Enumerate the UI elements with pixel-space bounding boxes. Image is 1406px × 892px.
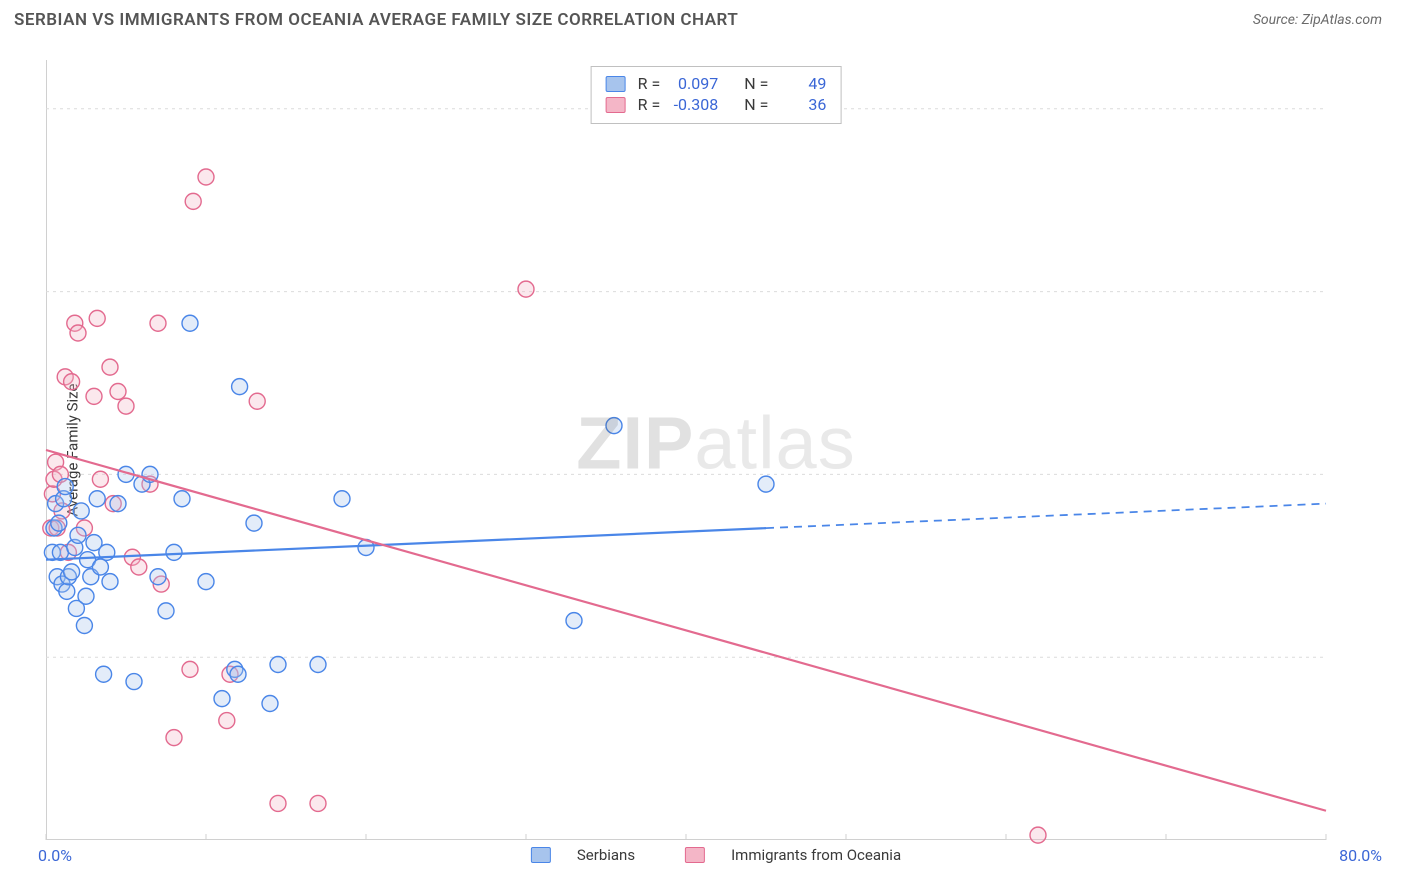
legend-bottom-label-0: Serbians [577,846,635,864]
legend-bottom-swatch-0 [531,847,551,863]
x-axis-max-label: 80.0% [1339,846,1382,865]
plot-svg [46,60,1326,840]
legend-r-label-0: R = [638,74,661,93]
x-axis-min-label: 0.0% [38,846,72,865]
legend-n-value-1: 36 [776,95,826,114]
legend-swatch-0 [606,76,626,92]
legend-swatch-1 [606,97,626,113]
chart-container: Average Family Size ZIPatlas R = 0.097 N… [46,60,1386,840]
legend-top: R = 0.097 N = 49 R = -0.308 N = 36 [591,66,842,124]
legend-n-label-1: N = [744,95,768,114]
chart-header: SERBIAN VS IMMIGRANTS FROM OCEANIA AVERA… [0,0,1406,40]
legend-n-value-0: 49 [776,74,826,93]
source-label: Source: ZipAtlas.com [1253,12,1382,28]
chart-title: SERBIAN VS IMMIGRANTS FROM OCEANIA AVERA… [14,10,738,30]
legend-bottom-swatch-1 [685,847,705,863]
legend-bottom: Serbians Immigrants from Oceania [531,846,901,864]
legend-r-label-1: R = [638,95,661,114]
legend-bottom-label-1: Immigrants from Oceania [731,846,901,864]
legend-n-label-0: N = [744,74,768,93]
legend-r-value-1: -0.308 [668,95,718,114]
legend-top-row-0: R = 0.097 N = 49 [606,73,827,94]
legend-r-value-0: 0.097 [668,74,718,93]
legend-top-row-1: R = -0.308 N = 36 [606,94,827,115]
